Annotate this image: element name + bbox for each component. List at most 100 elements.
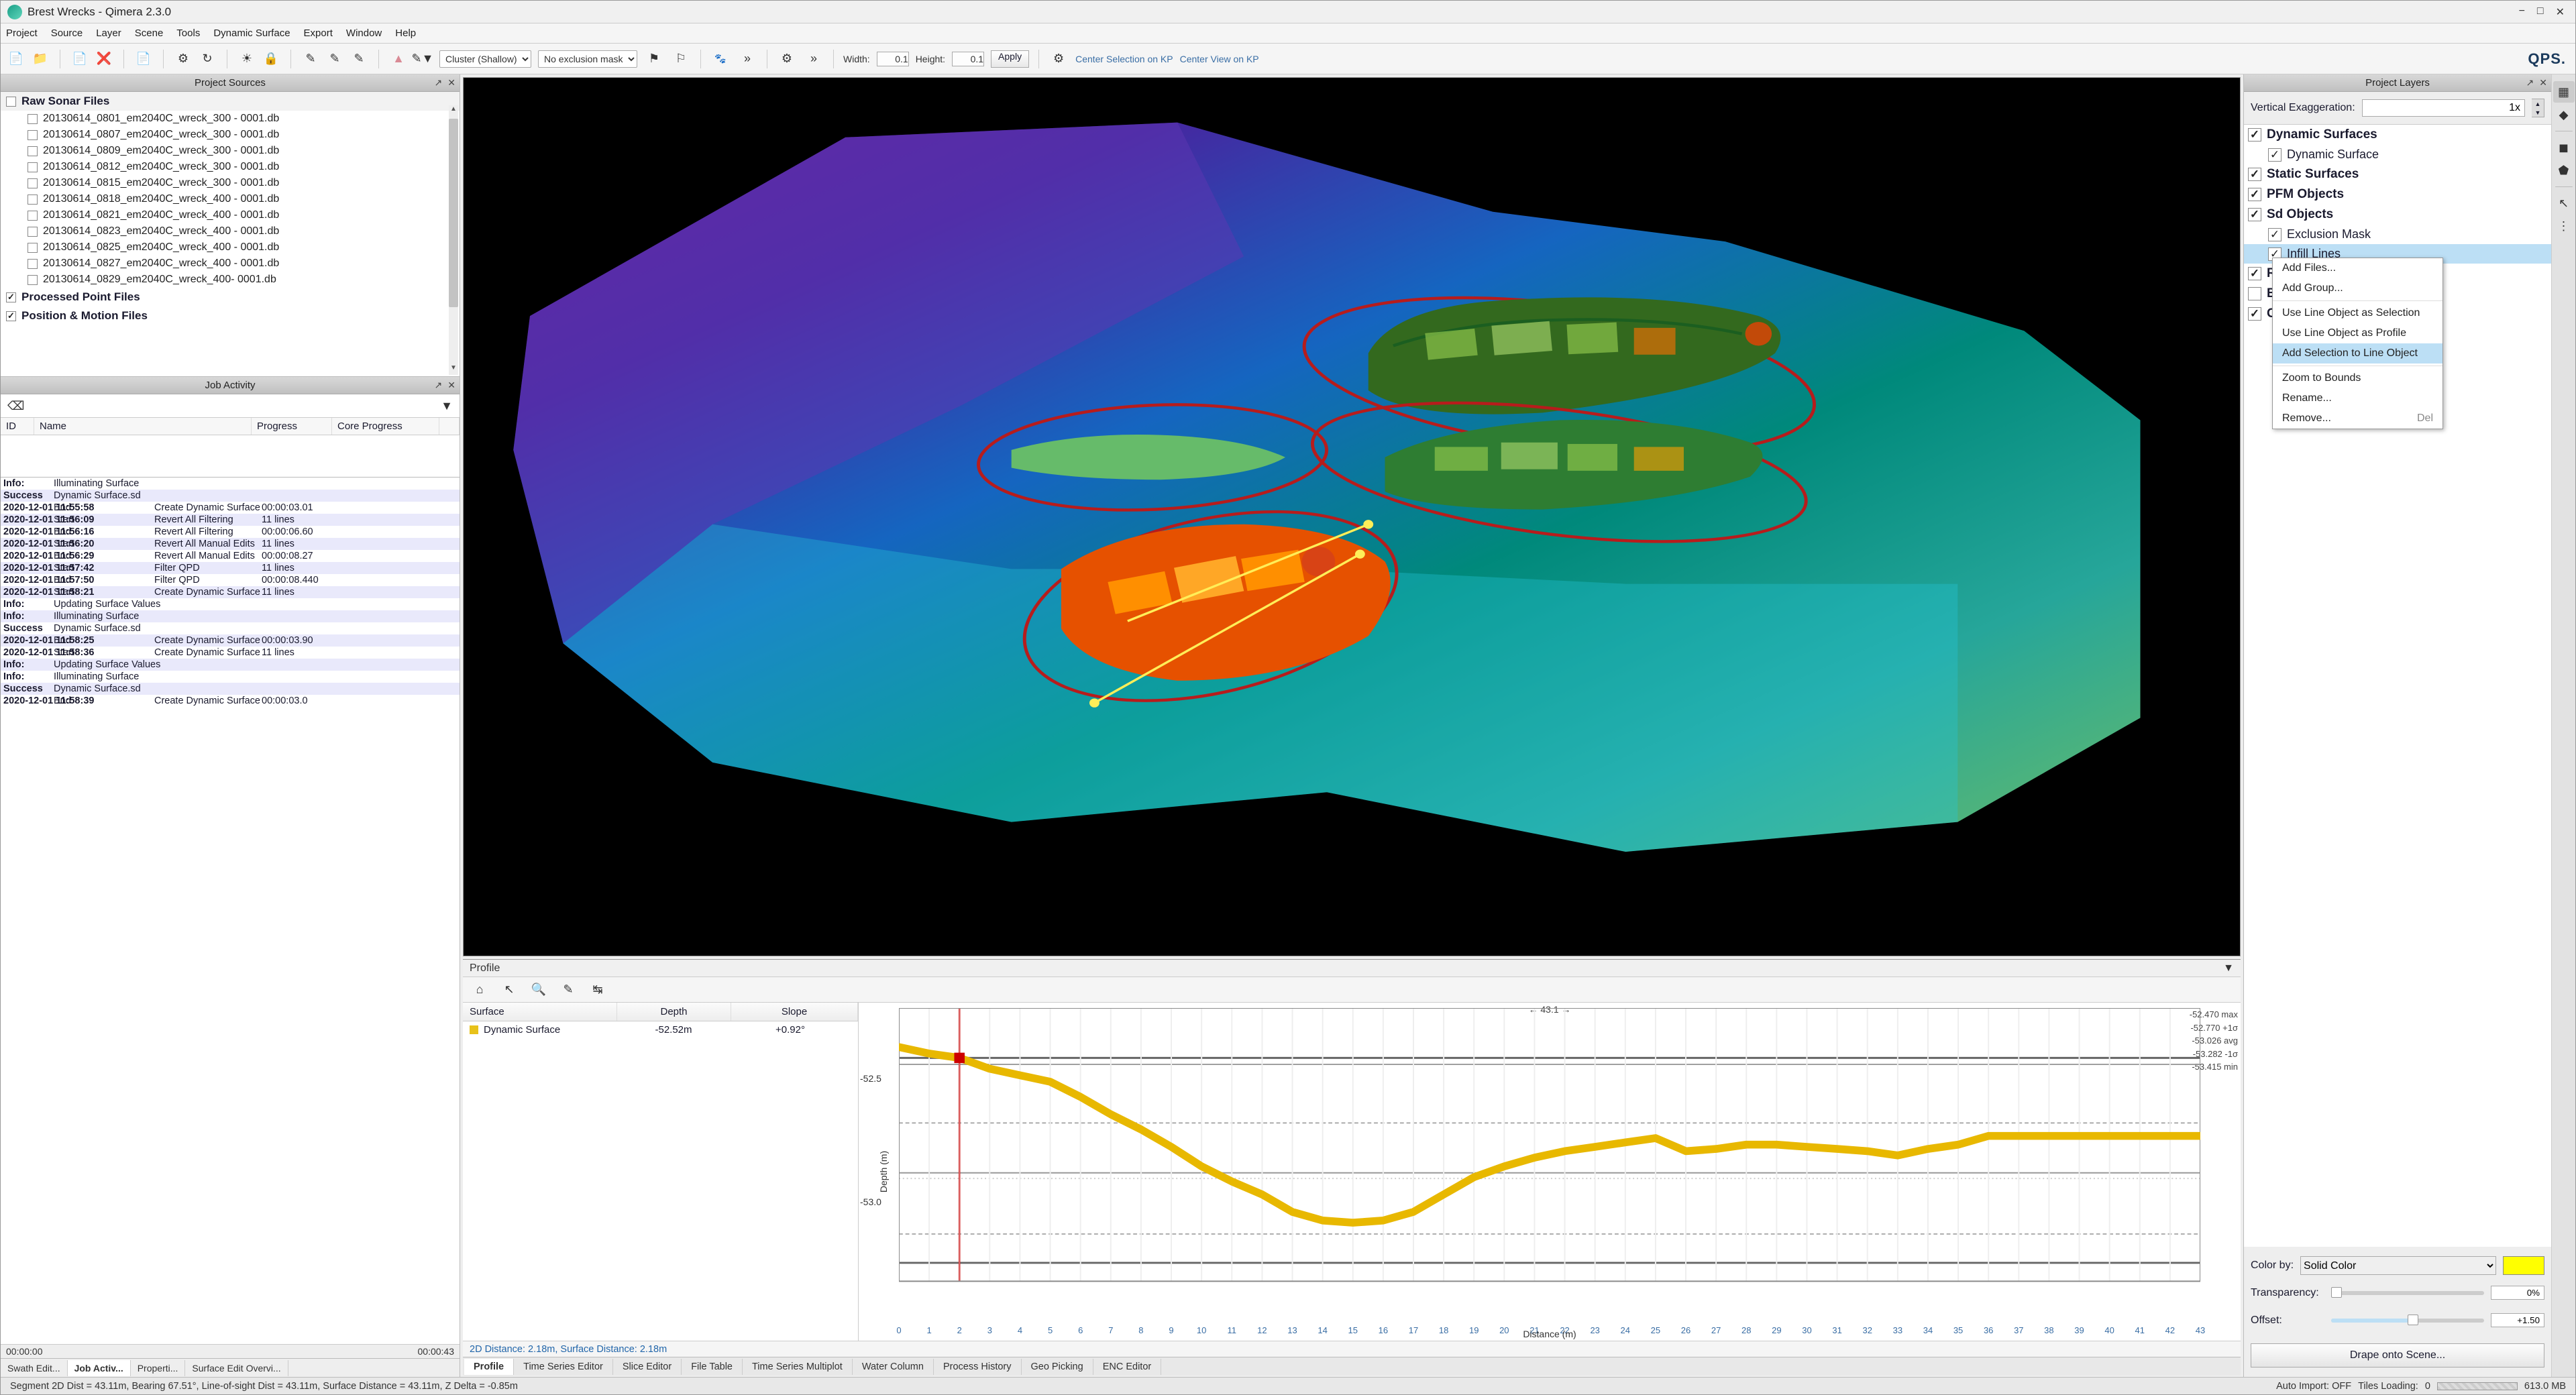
close-panel-icon-2[interactable]: ✕ — [447, 380, 455, 391]
select-arrow-icon[interactable]: ↖ — [499, 980, 519, 1000]
highlight-triangle-icon[interactable]: ▲ — [388, 49, 409, 69]
float-panel-icon[interactable]: ↗ — [435, 77, 443, 89]
marker-flag-icon-2[interactable]: ⚐ — [671, 49, 691, 69]
log-entry[interactable]: Success Dynamic Surface.sd — [1, 622, 460, 634]
position-motion-checkbox[interactable]: ✓ — [6, 311, 16, 321]
marker-flag-icon-1[interactable]: ⚑ — [644, 49, 664, 69]
new-project-icon[interactable]: 📄 — [6, 49, 26, 69]
profile-panel-expand-icon[interactable]: ▼ — [2223, 962, 2234, 974]
zoom-icon[interactable]: 🔍 — [529, 980, 549, 1000]
layer-checkbox[interactable] — [2248, 287, 2261, 300]
activity-log-panel[interactable]: Info: Illuminating Surface Success Dynamic … — [1, 478, 460, 1344]
log-entry[interactable]: 2020-12-01 11:58:21 Start Create Dynamic S… — [1, 586, 460, 598]
transparency-slider[interactable] — [2331, 1291, 2484, 1295]
menu-window[interactable]: Window — [346, 27, 382, 39]
context-menu-item[interactable]: Rename... — [2273, 388, 2443, 408]
pointer-icon[interactable]: ↖ — [2553, 192, 2575, 214]
edit-filters-icon[interactable]: ❌ — [94, 49, 114, 69]
tab-geo-picking[interactable]: Geo Picking — [1022, 1359, 1093, 1375]
layer-checkbox[interactable]: ✓ — [2268, 148, 2282, 162]
center-view-on-kp-link[interactable]: Center View on KP — [1180, 54, 1259, 64]
menu-project[interactable]: Project — [6, 27, 38, 39]
log-entry[interactable]: Info: Updating Surface Values — [1, 659, 460, 671]
file-checkbox[interactable] — [28, 178, 38, 188]
home-icon[interactable]: ⌂ — [470, 980, 490, 1000]
offset-value-input[interactable] — [2491, 1313, 2544, 1327]
tab-swath-edit[interactable]: Swath Edit... — [1, 1360, 68, 1376]
edit-pencil-icon-2[interactable]: ✎ — [325, 49, 345, 69]
context-menu-item[interactable]: Add Group... — [2273, 278, 2443, 298]
context-menu-item[interactable]: Add Files... — [2273, 258, 2443, 278]
list-item[interactable]: 20130614_0801_em2040C_wreck_300 - 0001.d… — [1, 111, 460, 127]
list-item[interactable]: 20130614_0807_em2040C_wreck_300 - 0001.d… — [1, 127, 460, 143]
log-entry[interactable]: Info: Updating Surface Values — [1, 598, 460, 610]
dotted-gear-icon[interactable]: ⚙ — [777, 49, 797, 69]
log-entry[interactable]: 2020-12-01 11:58:36 Start Create Dynamic S… — [1, 647, 460, 659]
draw-dots-icon[interactable]: ⋮ — [2553, 215, 2575, 237]
log-entry[interactable]: 2020-12-01 11:55:58 End Create Dynamic Sur… — [1, 502, 460, 514]
table-row[interactable]: Dynamic Surface -52.52m +0.92° — [463, 1021, 858, 1038]
float-panel-icon-2[interactable]: ↗ — [435, 380, 443, 391]
menu-scene[interactable]: Scene — [135, 27, 164, 39]
tab-time-series-multiplot[interactable]: Time Series Multiplot — [743, 1359, 853, 1375]
context-menu-item[interactable]: Remove... Del — [2273, 408, 2443, 429]
scroll-down-arrow[interactable]: ▼ — [449, 364, 458, 375]
pencil-dropdown-icon[interactable]: ✎▼ — [413, 49, 433, 69]
tab-slice-editor[interactable]: Slice Editor — [613, 1359, 682, 1375]
edit-pencil-icon-3[interactable]: ✎ — [349, 49, 369, 69]
file-checkbox[interactable] — [28, 211, 38, 221]
layer-sub-item[interactable]: ✓ Dynamic Surface — [2244, 145, 2551, 164]
log-entry[interactable]: 2020-12-01 11:57:42 Start Filter QPD 11 lin… — [1, 562, 460, 574]
layer-checkbox[interactable]: ✓ — [2268, 228, 2282, 241]
list-item[interactable]: 20130614_0829_em2040C_wreck_400- 0001.db — [1, 272, 460, 288]
log-entry[interactable]: 2020-12-01 11:56:09 Start Revert All Filte… — [1, 514, 460, 526]
log-entry[interactable]: Info: Illuminating Surface — [1, 610, 460, 622]
layer-checkbox[interactable]: ✓ — [2248, 307, 2261, 321]
log-entry[interactable]: 2020-12-01 11:57:50 End Filter QPD 00:00:08… — [1, 574, 460, 586]
sources-scrollbar[interactable]: ▲ ▼ — [449, 105, 458, 375]
layer-group-item[interactable]: ✓ PFM Objects — [2244, 184, 2551, 205]
color-swatch[interactable] — [2503, 1256, 2544, 1275]
surface-icon[interactable]: 📄 — [133, 49, 154, 69]
layer-checkbox[interactable]: ✓ — [2248, 208, 2261, 221]
exclusion-mask-select[interactable]: No exclusion mask — [538, 50, 637, 68]
file-checkbox[interactable] — [28, 146, 38, 156]
menu-dynamic-surface[interactable]: Dynamic Surface — [213, 27, 290, 39]
log-entry[interactable]: Info: Illuminating Surface — [1, 478, 460, 490]
log-entry[interactable]: 2020-12-01 11:58:39 End Create Dynamic Sur… — [1, 695, 460, 707]
file-checkbox[interactable] — [28, 259, 38, 269]
height-input[interactable] — [952, 52, 984, 66]
list-item[interactable]: 20130614_0821_em2040C_wreck_400 - 0001.d… — [1, 207, 460, 223]
file-checkbox[interactable] — [28, 275, 38, 285]
context-menu-item[interactable]: Use Line Object as Profile — [2273, 323, 2443, 343]
log-entry[interactable]: 2020-12-01 11:56:20 Start Revert All Manua… — [1, 538, 460, 550]
lock-icon[interactable]: 🔒 — [261, 49, 281, 69]
open-project-icon[interactable]: 📁 — [30, 49, 50, 69]
kp-gear-icon[interactable]: ⚙ — [1049, 49, 1069, 69]
list-item[interactable]: 20130614_0818_em2040C_wreck_400 - 0001.d… — [1, 191, 460, 207]
spinner-down[interactable]: ▼ — [2532, 108, 2544, 117]
color-by-select[interactable]: Solid Color — [2300, 1256, 2496, 1275]
list-item[interactable]: 20130614_0825_em2040C_wreck_400 - 0001.d… — [1, 239, 460, 256]
layers-context-menu[interactable]: Add Files... Add Group... Use Line Object … — [2272, 258, 2443, 429]
close-panel-icon-3[interactable]: ✕ — [2539, 77, 2547, 89]
spinner-up[interactable]: ▲ — [2532, 99, 2544, 108]
log-entry[interactable]: 2020-12-01 11:58:25 End Create Dynamic Sur… — [1, 634, 460, 647]
file-checkbox[interactable] — [28, 227, 38, 237]
processed-points-checkbox[interactable]: ✓ — [6, 292, 16, 302]
list-item[interactable]: 20130614_0827_em2040C_wreck_400 - 0001.d… — [1, 256, 460, 272]
tab-profile[interactable]: Profile — [464, 1359, 514, 1375]
restore-button[interactable]: □ — [2537, 5, 2544, 19]
offset-slider[interactable] — [2331, 1319, 2484, 1323]
menu-source[interactable]: Source — [51, 27, 83, 39]
scene-3d-viewport[interactable] — [463, 77, 2241, 956]
process-source-icon[interactable]: 📄 — [70, 49, 90, 69]
project-layers-tree[interactable]: ✓ Dynamic Surfaces ✓ Dynamic Surface ✓ Static… — [2244, 125, 2551, 1247]
tab-enc-editor[interactable]: ENC Editor — [1093, 1359, 1162, 1375]
edit-pencil-icon-1[interactable]: ✎ — [301, 49, 321, 69]
layer-group-item[interactable]: ✓ Dynamic Surfaces — [2244, 125, 2551, 145]
menu-export[interactable]: Export — [304, 27, 333, 39]
context-menu-item[interactable]: Zoom to Bounds — [2273, 368, 2443, 388]
chart-inner[interactable]: -52.5 -53.0 0 1 2 3 4 5 6 7 8 9 10 11 12 13 14 15 16 17 18 19… — [859, 1003, 2241, 1341]
context-menu-item[interactable]: Add Selection to Line Object — [2273, 343, 2443, 364]
